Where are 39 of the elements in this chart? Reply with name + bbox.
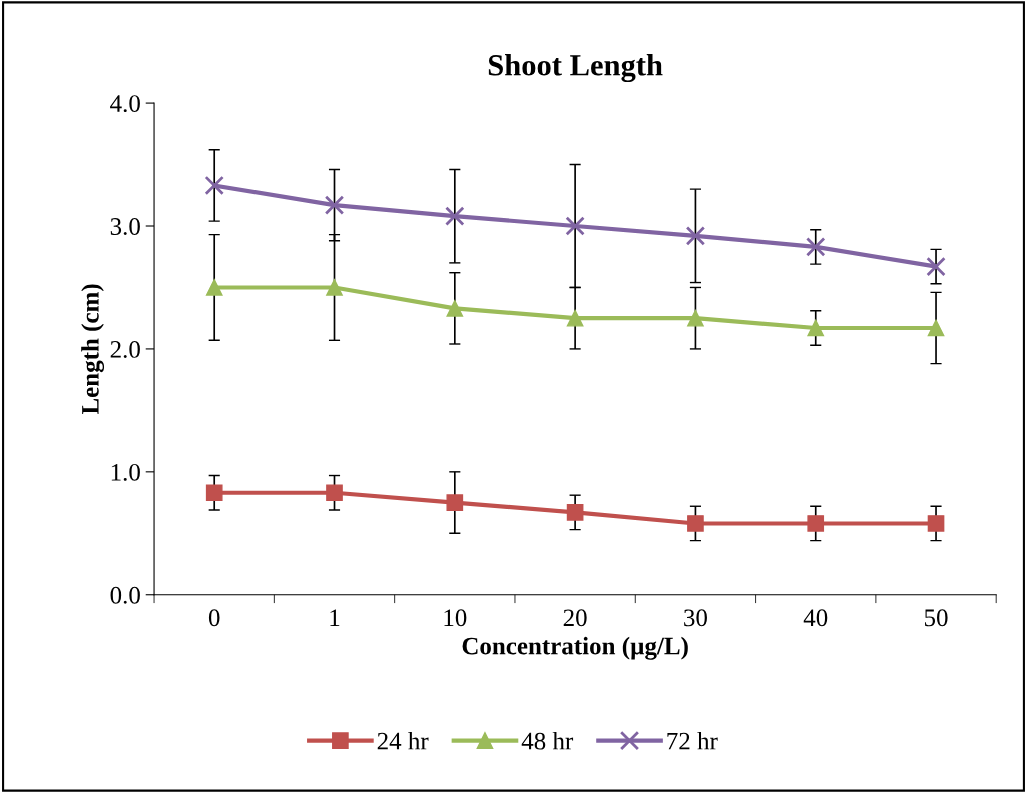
- point: [205, 484, 223, 502]
- x-tick-label: 30: [684, 609, 707, 627]
- point: [326, 484, 343, 502]
- x-tick-label: 0: [208, 609, 220, 627]
- point: [204, 175, 224, 196]
- point: [445, 206, 465, 226]
- y-tick-label: 2.0: [110, 340, 140, 358]
- legend-label: 48 hr: [521, 731, 574, 750]
- x-tick-label: 20: [563, 609, 587, 627]
- point: [927, 319, 945, 337]
- point: [565, 216, 585, 236]
- y-tick-label: 3.0: [110, 218, 140, 236]
- point: [446, 300, 464, 317]
- x-tick-label: 40: [803, 609, 828, 627]
- point: [566, 309, 584, 327]
- x-tick-label: 50: [924, 609, 948, 627]
- y-tick-label: 0.0: [110, 586, 140, 604]
- legend-label: 72 hr: [667, 731, 718, 750]
- chart-title: Shoot Length: [488, 54, 663, 83]
- point: [324, 195, 345, 215]
- point: [566, 504, 584, 521]
- point: [927, 515, 945, 532]
- point: [446, 494, 464, 511]
- x-tick-label: 1: [330, 609, 340, 626]
- point: [687, 515, 704, 532]
- point: [685, 226, 706, 246]
- point: [807, 319, 825, 337]
- point: [205, 279, 223, 296]
- x-axis-title: Concentration (µg/L): [462, 636, 688, 660]
- point: [326, 279, 343, 296]
- y-tick-label: 4.0: [110, 95, 140, 113]
- point: [806, 237, 826, 257]
- point: [687, 309, 704, 327]
- point: [926, 256, 946, 277]
- y-tick-label: 1.0: [111, 463, 140, 481]
- point: [807, 515, 825, 532]
- x-tick-label: 10: [444, 609, 467, 627]
- y-axis-title: Length (cm): [81, 284, 105, 415]
- legend-label: 24 hr: [377, 731, 429, 750]
